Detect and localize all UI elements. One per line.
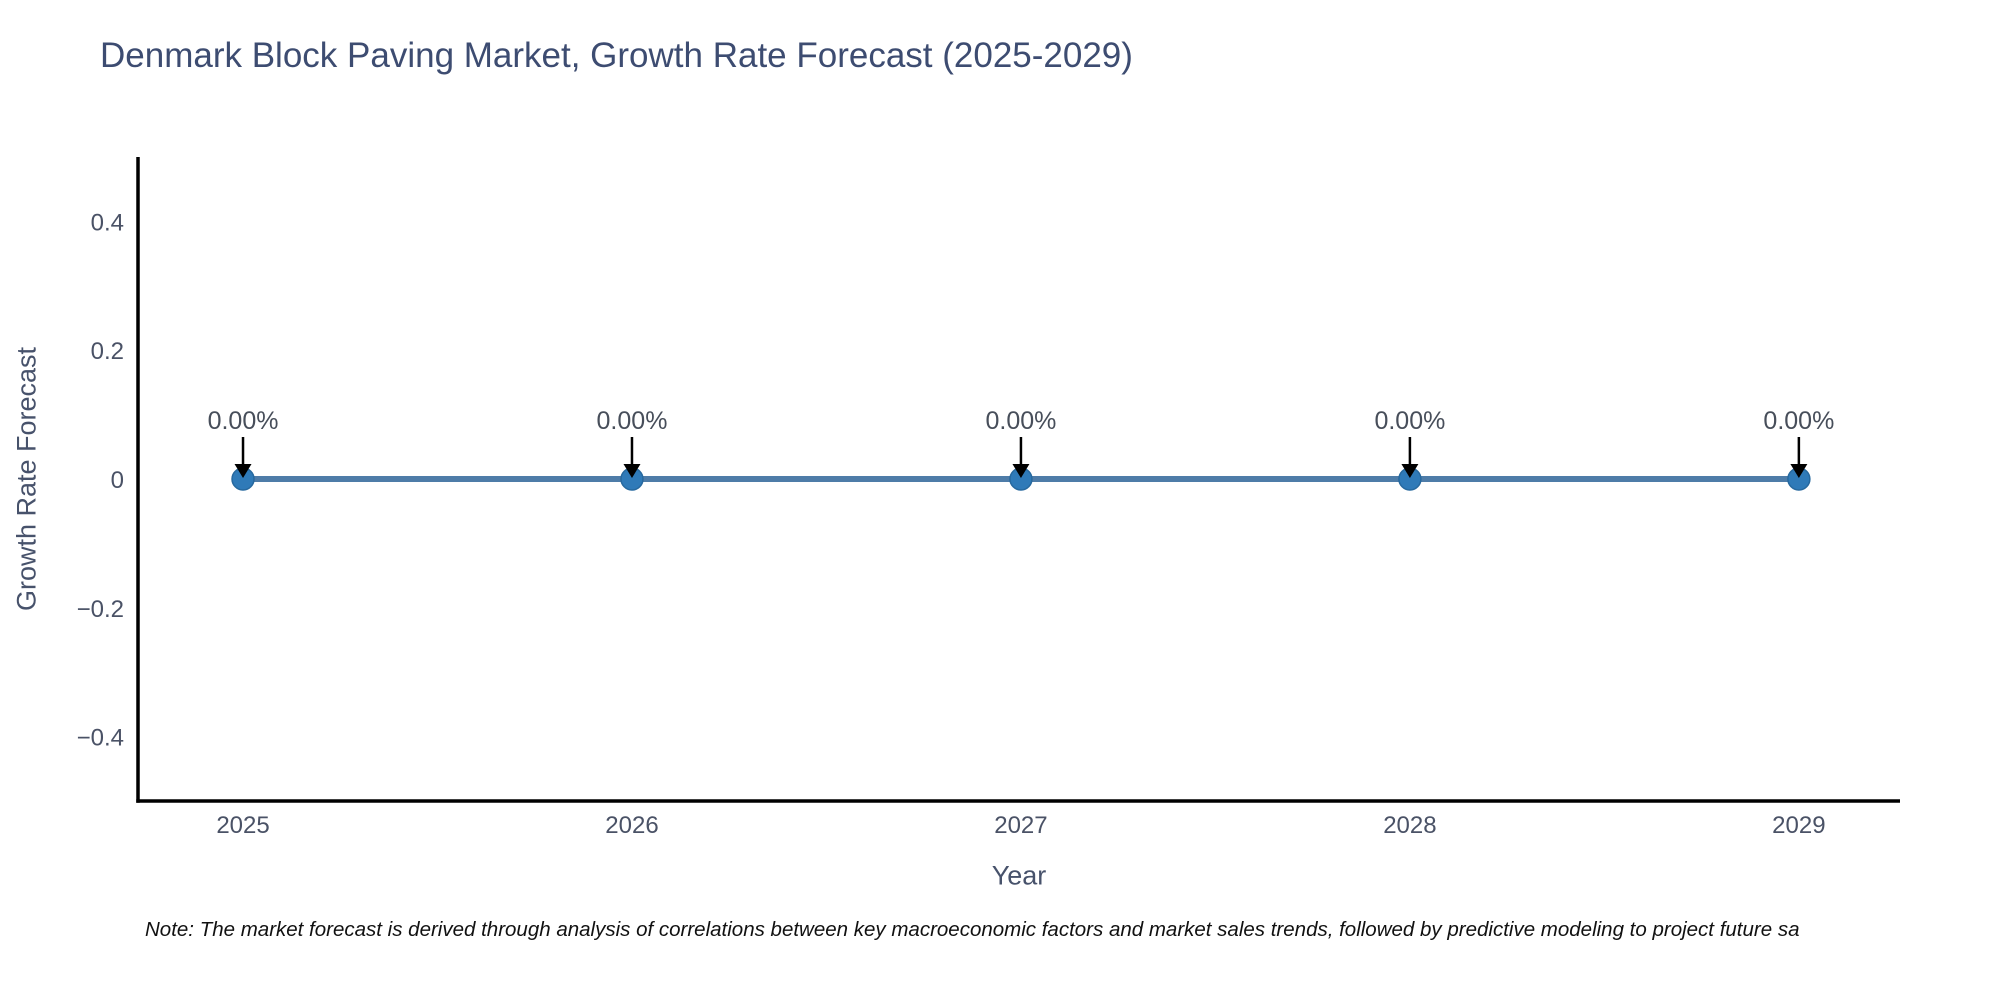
annotation-label: 0.00% — [1374, 407, 1445, 435]
annotation-arrow-head — [623, 464, 641, 478]
y-tick-label: −0.4 — [77, 725, 124, 752]
x-axis-title: Year — [991, 860, 1047, 891]
annotation-label: 0.00% — [1763, 407, 1834, 435]
annotation-arrow-head — [1790, 464, 1808, 478]
annotation-arrow-head — [1012, 464, 1030, 478]
x-tick-label: 2026 — [605, 812, 658, 839]
footnote: Note: The market forecast is derived thr… — [145, 918, 1800, 941]
y-tick-label: −0.2 — [77, 596, 124, 623]
y-tick-label: 0.2 — [91, 338, 124, 365]
annotation-label: 0.00% — [597, 407, 668, 435]
x-tick-label: 2028 — [1383, 812, 1436, 839]
annotation-arrow-head — [1401, 464, 1419, 478]
y-tick-label: 0.4 — [91, 209, 124, 236]
x-tick-label: 2025 — [216, 812, 269, 839]
x-tick-label: 2027 — [994, 812, 1047, 839]
annotation-label: 0.00% — [208, 407, 279, 435]
annotation-arrow-head — [234, 464, 252, 478]
chart-title: Denmark Block Paving Market, Growth Rate… — [100, 36, 1133, 75]
x-tick-label: 2029 — [1772, 812, 1825, 839]
annotation-label: 0.00% — [985, 407, 1056, 435]
y-tick-label: 0 — [111, 467, 124, 494]
